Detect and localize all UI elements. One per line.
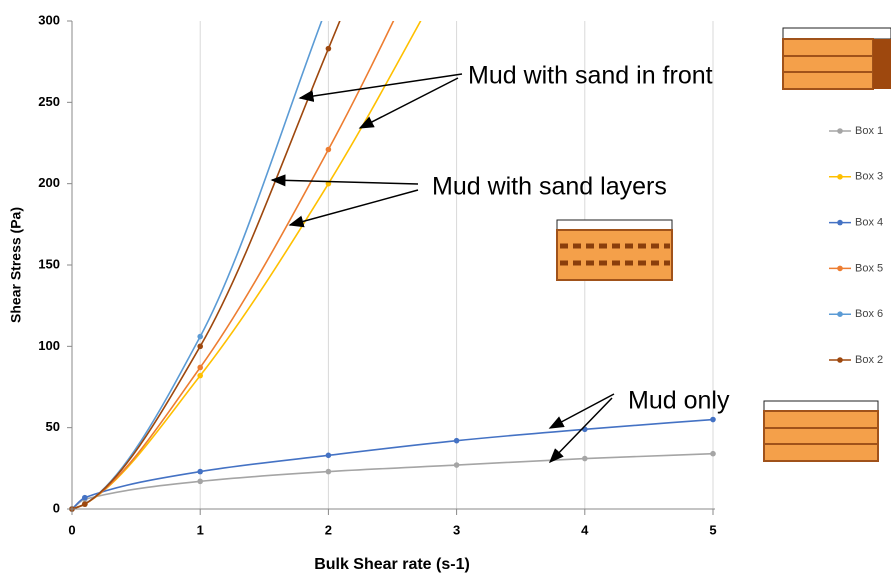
y-tick-label: 50: [46, 419, 60, 434]
series-line: [71, 418, 714, 510]
y-tick-label: 150: [38, 256, 60, 271]
legend-marker: [837, 357, 843, 363]
data-point: [325, 452, 332, 459]
data-point: [197, 478, 203, 485]
y-axis-title: Shear Stress (Pa): [8, 207, 24, 323]
data-point: [453, 462, 460, 468]
series-line: [71, 21, 341, 510]
box-illustrations: [556, 27, 891, 462]
data-point: [82, 501, 88, 507]
x-tick-label: 0: [68, 522, 75, 537]
y-tick-label: 0: [53, 500, 60, 515]
y-tick-label: 250: [38, 94, 60, 109]
data-point: [453, 437, 460, 444]
legend-label: Box 1: [855, 125, 883, 137]
data-point: [197, 343, 203, 350]
x-tick-label: 1: [197, 522, 204, 537]
data-point: [82, 494, 88, 501]
data-point: [325, 468, 332, 475]
data-point: [710, 416, 716, 423]
legend-marker: [837, 174, 843, 180]
data-point: [197, 468, 203, 475]
legend-label: Box 3: [855, 171, 883, 183]
legend-label: Box 2: [855, 354, 883, 366]
x-tick-label: 5: [709, 522, 716, 537]
legend-marker: [837, 265, 843, 272]
annotation: Mud only: [628, 387, 730, 415]
data-point: [710, 450, 716, 457]
legend-marker: [837, 311, 843, 318]
arrows: [270, 73, 615, 464]
x-tick-label: 3: [453, 522, 460, 537]
series-line: [71, 452, 714, 510]
legend-label: Box 4: [855, 217, 883, 229]
annotation: Mud with sand layers: [432, 173, 667, 201]
y-tick-label: 100: [38, 338, 60, 353]
legend-marker: [837, 128, 843, 134]
x-axis-title: Bulk Shear rate (s-1): [314, 556, 470, 573]
data-point: [197, 364, 203, 371]
data-point: [197, 372, 203, 379]
annotation: Mud with sand in front: [468, 62, 713, 90]
legend-marker: [837, 219, 843, 226]
y-tick-label: 300: [38, 12, 60, 27]
data-point: [325, 45, 332, 52]
series-line: [71, 21, 395, 510]
data-point: [326, 0, 332, 6]
x-tick-label: 4: [581, 522, 589, 537]
x-tick-label: 2: [325, 522, 332, 537]
legend-label: Box 5: [855, 262, 883, 274]
data-point: [582, 455, 588, 462]
data-point: [325, 146, 332, 153]
series-line: [71, 21, 422, 510]
legend-label: Box 6: [855, 308, 883, 320]
y-tick-label: 200: [38, 175, 60, 190]
data-point: [197, 333, 203, 340]
